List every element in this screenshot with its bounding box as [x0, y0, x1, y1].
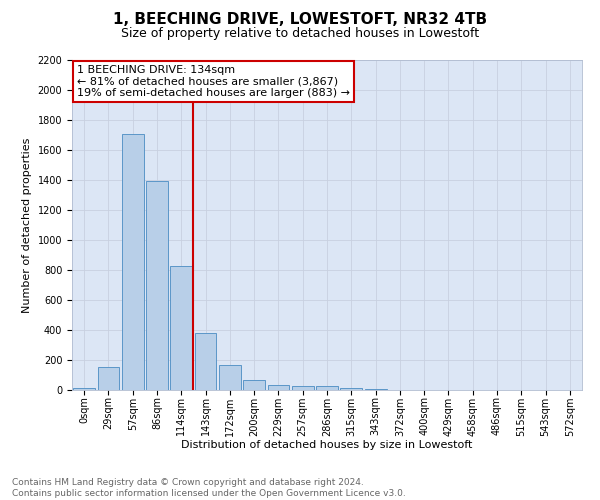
Bar	[122, 134, 143, 390]
Y-axis label: Number of detached properties: Number of detached properties	[22, 138, 32, 312]
Bar	[316, 386, 338, 390]
X-axis label: Distribution of detached houses by size in Lowestoft: Distribution of detached houses by size …	[181, 440, 473, 450]
Text: Size of property relative to detached houses in Lowestoft: Size of property relative to detached ho…	[121, 28, 479, 40]
Bar	[243, 380, 265, 390]
Bar	[146, 180, 168, 390]
Bar	[340, 388, 362, 390]
Bar	[292, 386, 314, 390]
Bar	[219, 365, 241, 390]
Bar	[268, 385, 289, 390]
Bar	[365, 389, 386, 390]
Text: 1, BEECHING DRIVE, LOWESTOFT, NR32 4TB: 1, BEECHING DRIVE, LOWESTOFT, NR32 4TB	[113, 12, 487, 28]
Bar	[170, 266, 192, 390]
Bar	[194, 333, 217, 390]
Bar	[97, 367, 119, 390]
Text: 1 BEECHING DRIVE: 134sqm
← 81% of detached houses are smaller (3,867)
19% of sem: 1 BEECHING DRIVE: 134sqm ← 81% of detach…	[77, 65, 350, 98]
Text: Contains HM Land Registry data © Crown copyright and database right 2024.
Contai: Contains HM Land Registry data © Crown c…	[12, 478, 406, 498]
Bar	[73, 388, 95, 390]
